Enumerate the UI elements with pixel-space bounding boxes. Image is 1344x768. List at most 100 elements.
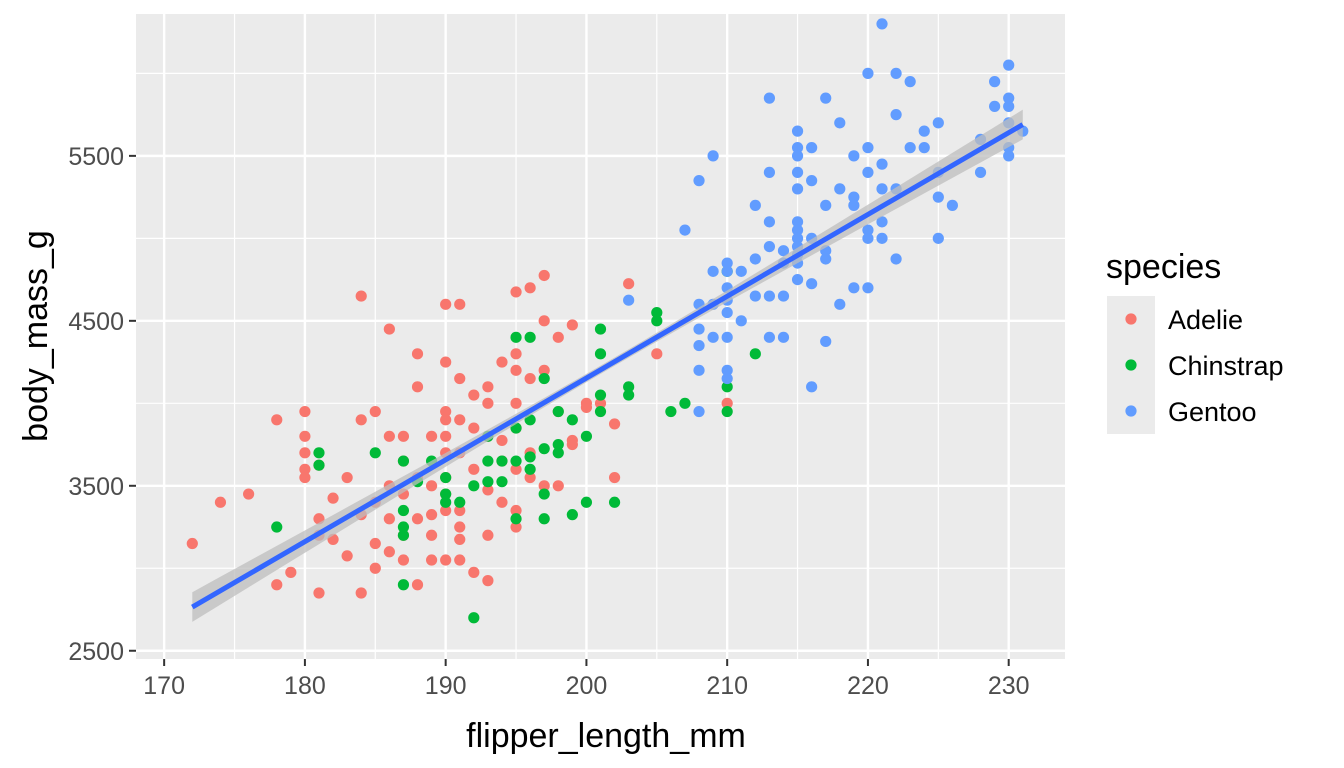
data-point-gentoo	[862, 166, 874, 178]
data-point-gentoo	[721, 364, 733, 376]
data-point-adelie	[355, 587, 367, 599]
data-point-gentoo	[721, 331, 733, 343]
data-point-adelie	[313, 587, 325, 599]
data-point-adelie	[299, 430, 311, 442]
data-point-gentoo	[932, 117, 944, 129]
data-point-gentoo	[749, 199, 761, 211]
data-point-gentoo	[806, 381, 818, 393]
data-point-chinstrap	[580, 496, 593, 508]
data-point-adelie	[510, 397, 522, 409]
x-tick-label: 210	[706, 672, 748, 700]
data-point-chinstrap	[313, 459, 325, 471]
data-point-adelie	[510, 504, 522, 517]
data-point-adelie	[524, 372, 536, 385]
x-tick-label: 220	[847, 672, 889, 700]
data-point-adelie	[369, 562, 381, 574]
data-point-adelie	[186, 537, 198, 550]
data-point-adelie	[425, 554, 438, 566]
data-point-gentoo	[721, 306, 733, 319]
data-point-adelie	[510, 521, 522, 533]
data-point-adelie	[383, 430, 395, 442]
data-point-chinstrap	[397, 579, 410, 591]
data-point-gentoo	[974, 166, 987, 178]
data-point-adelie	[411, 579, 424, 591]
data-point-chinstrap	[510, 513, 522, 525]
data-point-chinstrap	[468, 480, 480, 492]
data-point-chinstrap	[552, 447, 564, 459]
data-point-adelie	[482, 575, 494, 587]
data-point-adelie	[623, 278, 635, 290]
data-point-gentoo	[749, 253, 761, 265]
data-point-adelie	[538, 364, 550, 376]
data-point-adelie	[496, 356, 508, 368]
data-point-chinstrap	[271, 521, 283, 533]
data-point-adelie	[440, 554, 452, 566]
data-point-gentoo	[693, 339, 705, 352]
data-point-adelie	[468, 389, 480, 401]
data-point-chinstrap	[594, 389, 607, 401]
x-tick-label: 200	[566, 672, 608, 700]
data-point-gentoo	[791, 150, 804, 162]
data-point-chinstrap	[651, 306, 663, 319]
data-point-adelie	[468, 422, 480, 434]
data-point-gentoo	[834, 117, 846, 129]
data-point-adelie	[285, 566, 297, 578]
data-point-adelie	[299, 471, 311, 484]
data-point-chinstrap	[397, 455, 410, 467]
y-tick-label: 2500	[68, 638, 124, 666]
data-point-adelie	[454, 554, 466, 566]
data-point-gentoo	[1003, 150, 1015, 162]
data-point-gentoo	[848, 191, 860, 203]
data-point-adelie	[538, 269, 550, 282]
trend-line	[191, 122, 1025, 610]
data-point-adelie	[369, 537, 381, 550]
data-point-adelie	[369, 405, 381, 418]
data-point-gentoo	[693, 175, 705, 187]
data-point-gentoo	[876, 216, 888, 228]
legend-label-gentoo: Gentoo	[1168, 397, 1257, 427]
data-point-gentoo	[735, 315, 747, 327]
data-point-gentoo	[890, 67, 902, 79]
data-point-gentoo	[862, 232, 874, 244]
data-point-chinstrap	[538, 513, 550, 525]
data-point-adelie	[594, 397, 607, 409]
y-axis-title: body_mass_g	[17, 230, 55, 442]
data-point-chinstrap	[665, 405, 677, 418]
data-point-chinstrap	[482, 455, 494, 467]
data-point-adelie	[482, 484, 494, 496]
data-point-chinstrap	[369, 447, 381, 459]
legend-title: species	[1106, 248, 1221, 286]
data-point-gentoo	[918, 125, 930, 137]
data-point-gentoo	[777, 245, 790, 257]
data-point-adelie	[397, 430, 410, 442]
data-point-adelie	[721, 397, 733, 409]
data-point-chinstrap	[524, 463, 536, 475]
x-axis-title: flipper_length_mm	[466, 717, 746, 755]
data-point-adelie	[243, 488, 255, 500]
data-point-gentoo	[876, 158, 888, 170]
data-point-adelie	[566, 319, 578, 331]
data-point-gentoo	[707, 150, 719, 162]
data-point-adelie	[411, 381, 424, 393]
y-tick-label: 3500	[68, 473, 124, 501]
data-point-chinstrap	[524, 451, 536, 463]
data-point-gentoo	[834, 183, 846, 195]
data-point-gentoo	[623, 294, 635, 306]
data-point-gentoo	[820, 253, 832, 265]
data-point-gentoo	[918, 142, 930, 154]
data-point-chinstrap	[454, 496, 466, 508]
data-point-adelie	[580, 397, 593, 409]
data-point-adelie	[454, 521, 466, 533]
data-point-gentoo	[791, 125, 804, 137]
data-point-gentoo	[932, 191, 944, 203]
legend-swatch-adelie	[1125, 313, 1137, 325]
data-point-gentoo	[693, 405, 705, 418]
data-point-gentoo	[862, 282, 874, 294]
data-point-adelie	[468, 463, 480, 475]
data-point-adelie	[524, 282, 536, 294]
data-point-adelie	[552, 480, 564, 492]
data-point-gentoo	[834, 298, 846, 310]
data-point-chinstrap	[651, 315, 663, 327]
data-point-gentoo	[890, 253, 902, 265]
